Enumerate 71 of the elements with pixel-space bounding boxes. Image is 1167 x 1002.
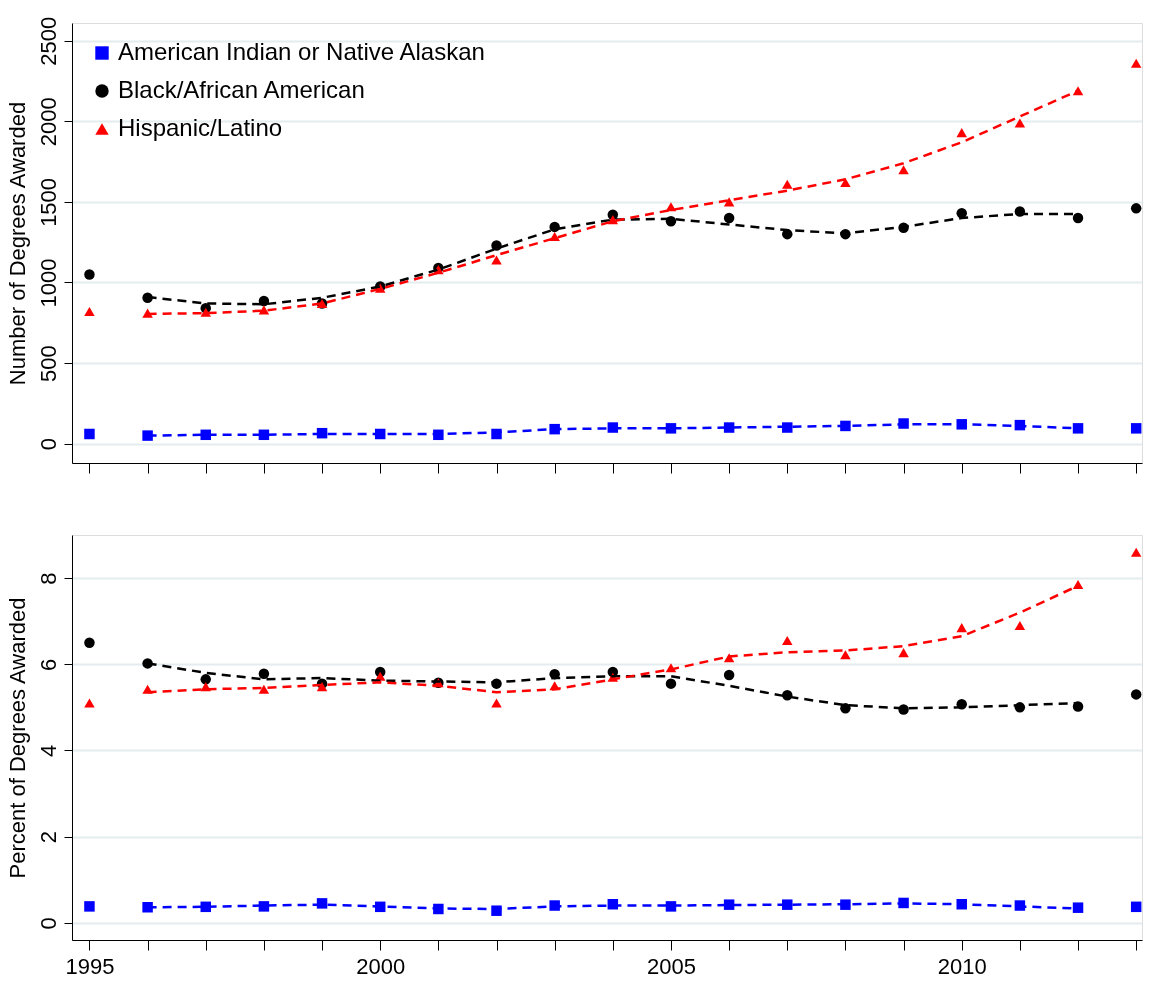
point [898,648,909,658]
point [840,899,851,910]
point [1130,901,1142,913]
point [956,128,967,138]
point [1130,203,1142,214]
y-tick-label: 2500 [35,16,61,66]
point [84,637,95,648]
point [782,422,793,433]
point [723,669,735,681]
point [142,430,153,441]
point [200,674,211,685]
x-tick-label: 2000 [356,953,406,979]
point [1072,212,1084,224]
point [782,636,793,646]
y-tick-label: 1500 [35,177,61,227]
point [84,901,95,912]
point [723,212,735,224]
point [316,682,328,692]
y-axis-title: Number of Degrees Awarded [4,101,30,386]
y-tick-label: 4 [35,744,61,758]
point [491,240,502,251]
y-axis-title: Percent of Degrees Awarded [4,597,30,879]
x-tick-label: 1995 [65,953,115,979]
point [84,428,95,440]
y-tick-label: 8 [35,572,61,585]
legend-label: American Indian or Native Alaskan [118,38,485,65]
y-tick-label: 500 [35,345,61,382]
y-tick-label: 0 [35,438,61,451]
point [840,650,851,660]
y-tick-label: 2000 [35,97,61,147]
point [491,698,502,708]
point [956,623,967,633]
point [1130,58,1142,68]
point [491,255,502,265]
point [1014,620,1026,631]
point [665,678,677,689]
point [142,684,153,694]
y-tick-label: 6 [35,658,61,671]
point [258,668,270,679]
point [200,307,211,317]
x-tick-label: 2010 [937,953,987,979]
point [782,899,793,910]
point [1130,689,1142,700]
y-tick-label: 1000 [35,258,61,308]
point [84,306,95,317]
point [84,698,95,708]
point [782,179,793,189]
point [1072,902,1084,913]
point [956,207,967,219]
y-tick-label: 0 [35,917,61,930]
point [898,165,909,175]
legend-label: Hispanic/Latino [118,114,283,141]
point [84,269,95,280]
point [723,899,735,910]
point [258,295,270,307]
point [898,704,909,715]
point [142,308,153,318]
point [491,905,502,916]
point [665,216,677,227]
legend-label: Black/African American [118,76,365,103]
y-tick-label: 2 [35,830,61,844]
point [1130,423,1142,434]
point [1072,423,1084,434]
point [549,232,560,242]
x-tick-label: 2005 [646,953,696,979]
point [142,902,153,913]
point [1014,118,1026,128]
point [258,684,270,694]
point [1130,547,1142,557]
point [1072,580,1084,590]
point [840,702,851,714]
